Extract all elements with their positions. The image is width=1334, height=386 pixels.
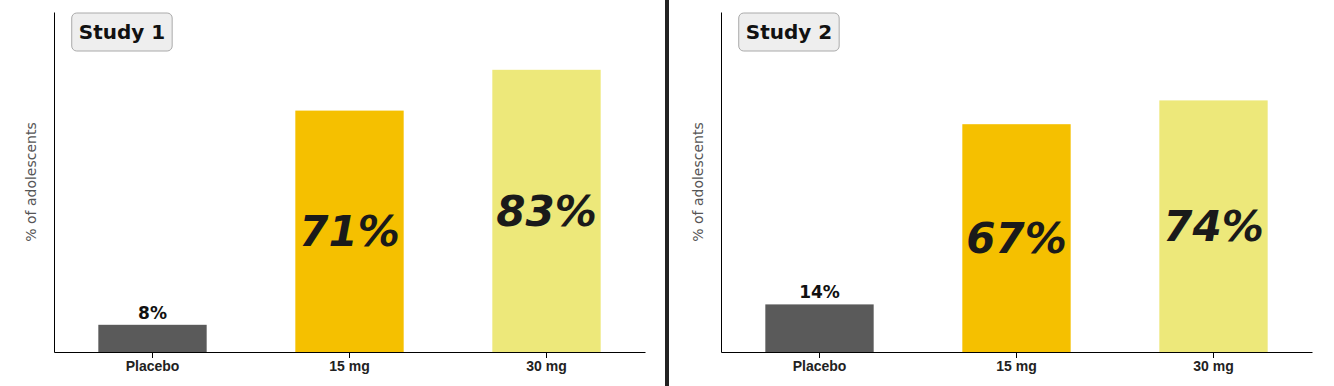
bars [765, 100, 1267, 352]
x-tick-label: 15 mg [329, 358, 369, 374]
x-axis: Placebo 15 mg 30 mg [722, 352, 1313, 374]
x-tick: Placebo [793, 352, 847, 374]
separator [665, 0, 669, 386]
x-tick-label: 30 mg [526, 358, 566, 374]
x-tick: 15 mg [996, 352, 1036, 374]
data-label: 67% [966, 214, 1067, 263]
title-box: Study 2 [739, 13, 839, 51]
panel: Placebo 15 mg 30 mg % of adolescents 8% 71% 83… [23, 13, 646, 374]
y-axis [721, 13, 722, 353]
title-background [739, 13, 839, 51]
title: Study 2 [746, 20, 832, 44]
data-label: 83% [496, 187, 597, 236]
x-axis: Placebo 15 mg 30 mg [55, 352, 646, 374]
data-labels: 14% 67% 74% [799, 202, 1264, 303]
bar [492, 70, 600, 352]
x-tick-label: Placebo [126, 358, 180, 374]
x-tick: Placebo [126, 352, 180, 374]
y-axis [54, 13, 55, 353]
x-tick-label: 30 mg [1193, 358, 1233, 374]
data-label: 71% [299, 207, 400, 256]
x-tick-label: 15 mg [996, 358, 1036, 374]
bars [98, 70, 600, 352]
figure: Placebo 15 mg 30 mg % of adolescents 8% 71% 83… [0, 0, 1334, 386]
x-tick: 30 mg [526, 352, 566, 374]
y-axis-line [54, 13, 55, 353]
x-tick: 30 mg [1193, 352, 1233, 374]
data-label: 14% [799, 282, 840, 302]
data-labels: 8% 71% 83% [138, 187, 597, 323]
title-background [72, 13, 172, 51]
bar [295, 111, 403, 352]
bar [765, 304, 873, 352]
title-box: Study 1 [72, 13, 172, 51]
y-axis-line [721, 13, 722, 353]
y-axis-title: % of adolescents [23, 122, 39, 242]
data-label: 74% [1163, 202, 1264, 251]
bar [962, 124, 1070, 352]
x-tick: 15 mg [329, 352, 369, 374]
title: Study 1 [79, 20, 165, 44]
x-tick-label: Placebo [793, 358, 847, 374]
bar [98, 325, 206, 352]
data-label: 8% [138, 303, 167, 323]
panel: Placebo 15 mg 30 mg % of adolescents 14% 67% 7… [690, 13, 1313, 374]
y-axis-title: % of adolescents [690, 122, 706, 242]
bar [1159, 100, 1267, 352]
